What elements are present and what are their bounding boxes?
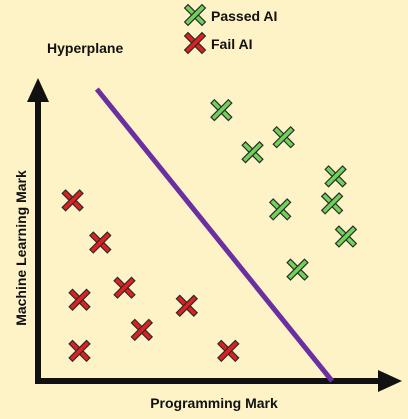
point-passed-2 — [272, 125, 295, 149]
point-passed-5 — [320, 192, 344, 215]
point-passed-6 — [286, 258, 309, 281]
y-axis-arrow — [27, 78, 49, 102]
point-fail-2 — [68, 288, 91, 311]
point-passed-1 — [241, 140, 264, 164]
point-passed-0 — [210, 98, 233, 122]
point-passed-3 — [324, 165, 347, 188]
x-axis-arrow — [378, 370, 402, 392]
point-fail-7 — [217, 339, 240, 363]
point-fail-1 — [89, 231, 112, 254]
point-fail-0 — [61, 189, 84, 212]
legend-label-passed: Passed AI — [211, 8, 277, 24]
point-fail-5 — [175, 294, 199, 317]
legend-x-passed-icon — [183, 3, 207, 27]
legend-marker-passed — [183, 3, 207, 27]
axes — [27, 78, 402, 392]
legend-marker-fail — [183, 31, 207, 55]
hyperplane-label: Hyperplane — [47, 40, 123, 56]
point-fail-3 — [113, 276, 136, 299]
point-passed-4 — [268, 198, 292, 221]
x-axis-label: Programming Mark — [150, 395, 278, 411]
legend: Passed AI Fail AI — [183, 3, 277, 55]
legend-label-fail: Fail AI — [211, 36, 253, 52]
point-passed-7 — [334, 225, 358, 248]
point-fail-4 — [130, 318, 154, 342]
hyperplane-line — [94, 87, 335, 383]
y-axis-label: Machine Learning Mark — [13, 170, 29, 326]
point-fail-6 — [68, 339, 91, 363]
legend-x-fail-icon — [183, 31, 207, 55]
